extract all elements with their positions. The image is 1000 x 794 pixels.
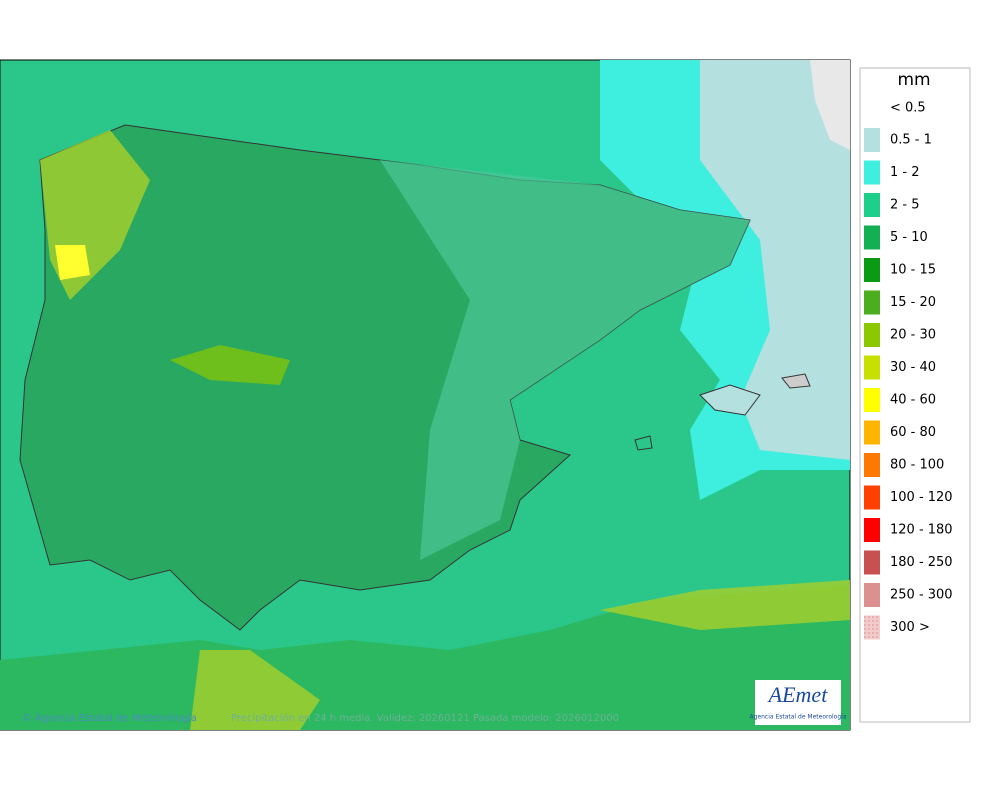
sea-dry (700, 60, 850, 460)
map (0, 59, 851, 731)
legend-swatch (864, 420, 880, 445)
legend-title: mm (897, 70, 930, 90)
legend-label: 1 - 2 (890, 165, 920, 180)
legend-label: 60 - 80 (890, 425, 936, 440)
legend-label: 120 - 180 (890, 523, 953, 538)
galicia-max (55, 245, 90, 280)
east-dry (380, 160, 750, 560)
legend-label: 30 - 40 (890, 360, 936, 375)
legend-label: 100 - 120 (890, 490, 953, 505)
menorca (781, 373, 811, 389)
legend-swatch (864, 323, 880, 347)
legend-swatch (864, 453, 880, 477)
legend-swatch (864, 290, 880, 315)
legend-label: 180 - 250 (890, 555, 953, 570)
logo-name: AEmet (767, 682, 829, 707)
logo-box (755, 680, 841, 725)
legend-label: 300 > (890, 620, 930, 635)
africa-wet (190, 650, 320, 730)
legend-label: 15 - 20 (890, 295, 936, 310)
legend-label: 40 - 60 (890, 393, 936, 408)
legend-label: 250 - 300 (890, 588, 953, 603)
legend-swatch (864, 388, 880, 412)
mallorca (699, 384, 761, 416)
legend: mm < 0.5 0.5 - 1 1 - 2 2 - 5 5 - 10 10 - 15 15… (859, 67, 971, 723)
legend-swatch (864, 160, 880, 185)
legend-swatch (864, 128, 880, 152)
logo: AEmet Agencia Estatal de Meteorología (750, 680, 847, 725)
legend-label: < 0.5 (890, 101, 926, 116)
caption: Precipitación en 24 h media. Validez: 20… (231, 712, 619, 724)
legend-swatch (864, 193, 880, 217)
legend-swatch (864, 258, 880, 282)
france-land (810, 60, 850, 150)
legend-label: 20 - 30 (890, 328, 936, 343)
legend-swatch (864, 550, 880, 575)
legend-swatch (864, 518, 880, 542)
legend-label: 10 - 15 (890, 263, 936, 278)
legend-swatch (864, 615, 880, 640)
logo-subtitle: Agencia Estatal de Meteorología (750, 714, 847, 721)
legend-swatch (864, 485, 880, 510)
africa-wet-east (600, 580, 850, 630)
legend-label: 5 - 10 (890, 230, 928, 245)
ibiza (634, 435, 653, 451)
legend-swatch (864, 583, 880, 607)
legend-label: 2 - 5 (890, 198, 920, 213)
credit: © Agencia Estatal de Meteorología (22, 712, 197, 724)
legend-label: 0.5 - 1 (890, 133, 932, 148)
legend-swatch (864, 355, 880, 380)
central-wet (170, 345, 290, 385)
legend-swatch (864, 225, 880, 250)
legend-label: 80 - 100 (890, 458, 944, 473)
